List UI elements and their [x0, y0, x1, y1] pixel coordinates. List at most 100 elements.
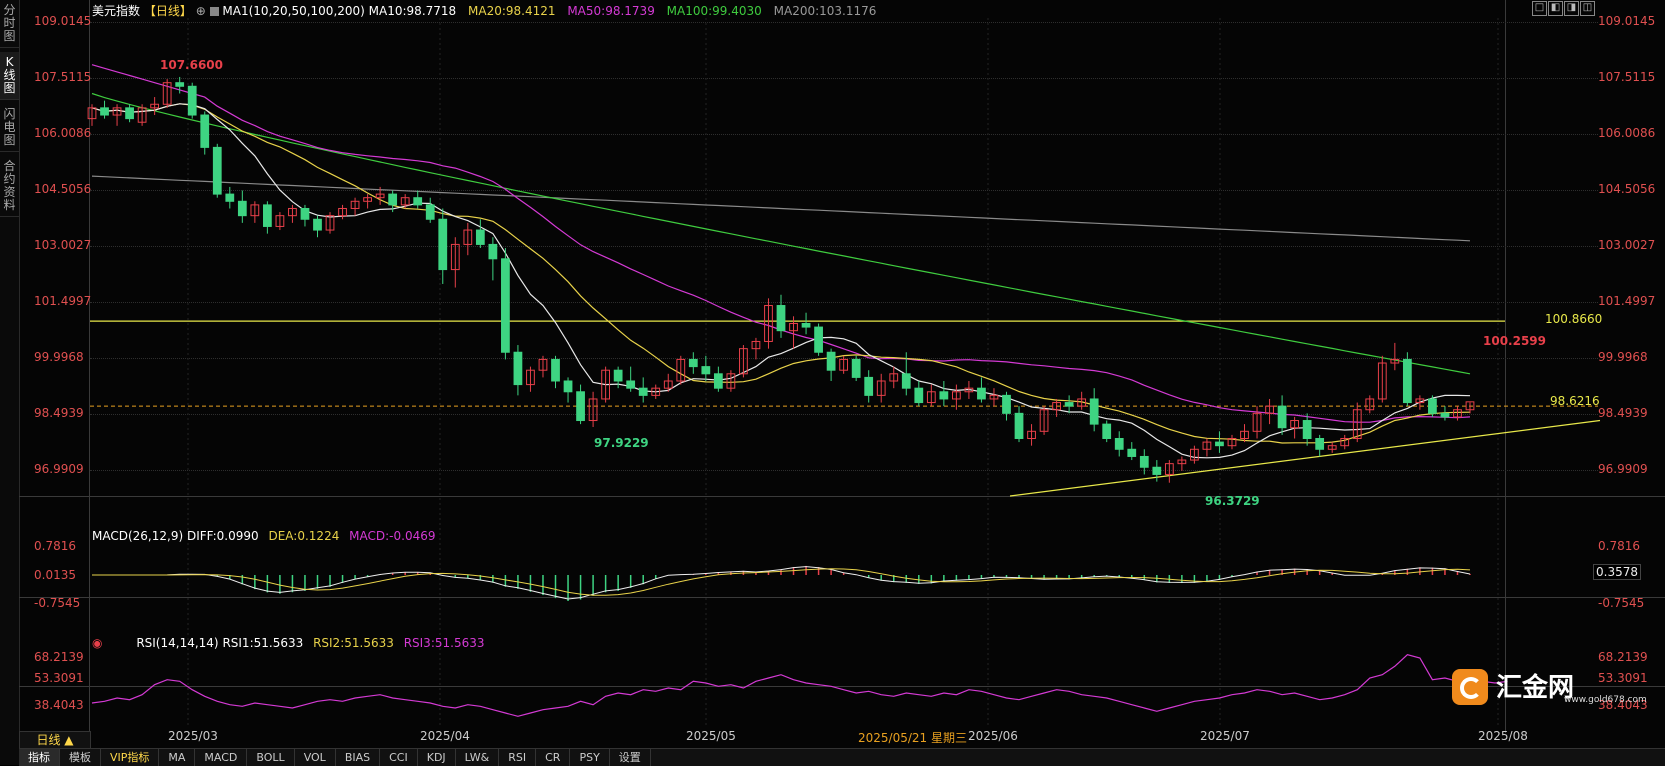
bottom-tab-4[interactable]: MACD: [195, 749, 248, 766]
candle-body: [876, 380, 886, 396]
logo: 汇金网 www.gold678.com: [1452, 667, 1657, 711]
candle-body: [1440, 412, 1450, 418]
candle-body: [651, 387, 661, 396]
candle-body: [338, 207, 347, 217]
candle-body: [450, 243, 460, 271]
candle-body: [1265, 405, 1274, 414]
bottom-tab-6[interactable]: VOL: [295, 749, 336, 766]
price-gridline-7: [90, 414, 1598, 415]
candle-body: [839, 358, 849, 371]
candle-body: [1202, 441, 1212, 450]
price-axis-right-0: 109.0145: [1598, 14, 1656, 28]
window-button-1[interactable]: □: [1532, 1, 1547, 16]
window-button-4[interactable]: ◫: [1580, 1, 1595, 16]
candle-body: [801, 322, 811, 328]
candle-body: [1064, 402, 1074, 407]
candle-body: [1277, 405, 1287, 429]
rsi-axis-right-1: 53.3091: [1598, 671, 1648, 685]
indicator-tab-bar: 指标 模板 VIP指标 MA MACD BOLL VOL BIAS CCI KDJ LW& RSI CR…: [19, 748, 1665, 766]
candle-body: [1402, 358, 1412, 404]
price-gridline-3: [90, 190, 1598, 191]
candle-body: [187, 85, 197, 116]
price-axis-left-2: 106.0086: [34, 126, 92, 140]
bottom-tab-9[interactable]: KDJ: [418, 749, 456, 766]
bottom-tab-11[interactable]: RSI: [499, 749, 537, 766]
tab-timeshare[interactable]: 分时图: [0, 0, 19, 48]
macd-diff: DIFF:0.0990: [186, 529, 259, 543]
candle-body: [1190, 448, 1199, 461]
date-label-mar: 2025/03: [168, 729, 218, 743]
rsi-axis-left-2: 38.4043: [34, 698, 84, 712]
candle-body: [363, 197, 372, 202]
candle-body: [87, 107, 97, 120]
candle-body: [663, 380, 673, 389]
candle-body: [814, 326, 823, 353]
ma200-value: MA200:103.1176: [773, 4, 877, 18]
bottom-tab-8[interactable]: CCI: [380, 749, 418, 766]
candle-body: [1177, 459, 1187, 465]
bottom-tab-0[interactable]: 指标: [19, 749, 60, 766]
candle-body: [626, 380, 636, 389]
ma-label: MA1(10,20,50,100,200): [222, 4, 365, 18]
bottom-tab-5[interactable]: BOLL: [247, 749, 295, 766]
hline-label: 100.8660: [1545, 312, 1603, 326]
candle-body: [901, 373, 911, 389]
candle-body: [989, 394, 999, 400]
macd-diff-line: [92, 566, 1471, 600]
tab-kline[interactable]: K线图: [0, 52, 19, 100]
candle-body: [501, 258, 510, 353]
window-button-2[interactable]: ◧: [1548, 1, 1563, 16]
ma10-line: [91, 103, 1471, 459]
date-label-aug: 2025/08: [1478, 729, 1528, 743]
bottom-tab-1[interactable]: 模板: [60, 749, 101, 766]
date-label-jul: 2025/07: [1200, 729, 1250, 743]
annotation-high-2: 100.2599: [1483, 334, 1547, 348]
window-button-3[interactable]: ◨: [1564, 1, 1579, 16]
left-tab-bar: 分时图 K线图 闪电图 合约资料: [0, 0, 20, 765]
support-trendline: [1009, 419, 1601, 497]
tab-flash[interactable]: 闪电图: [0, 104, 19, 152]
price-axis-left-5: 101.4997: [34, 294, 92, 308]
candle-body: [288, 207, 297, 217]
ma-toggle-icon[interactable]: [209, 7, 219, 16]
candle-body: [413, 197, 423, 206]
candle-body: [1027, 430, 1036, 439]
bottom-tab-7[interactable]: BIAS: [336, 749, 381, 766]
price-axis-left-3: 104.5056: [34, 182, 92, 196]
bottom-tab-3[interactable]: MA: [159, 749, 196, 766]
candle-body: [1227, 437, 1237, 447]
rsi-settings-icon[interactable]: ◉: [92, 636, 103, 650]
period-button[interactable]: 日线 ▲: [19, 731, 91, 749]
candle-body: [162, 82, 172, 105]
candle-body: [262, 204, 272, 227]
candle-body: [200, 114, 210, 148]
candle-body: [400, 197, 410, 206]
bottom-tab-2[interactable]: VIP指标: [101, 749, 160, 766]
candle-body: [1240, 430, 1249, 439]
candle-body: [726, 373, 736, 389]
ma100-value: MA100:99.4030: [666, 4, 762, 18]
candle-body: [137, 107, 147, 123]
ma50-value: MA50:98.1739: [567, 4, 655, 18]
bottom-tab-13[interactable]: PSY: [570, 749, 610, 766]
candle-body: [388, 193, 398, 206]
settings-icon[interactable]: ⊕: [195, 4, 206, 18]
candle-body: [1127, 448, 1137, 457]
right-axis-border: [1505, 0, 1506, 733]
candle-body: [488, 243, 498, 260]
price-axis-right-7: 98.4939: [1598, 406, 1648, 420]
tab-contract-info[interactable]: 合约资料: [0, 156, 19, 217]
rsi-axis-left-0: 68.2139: [34, 650, 84, 664]
bottom-tab-12[interactable]: CR: [536, 749, 571, 766]
candle-body: [939, 391, 949, 400]
candle-body: [1252, 412, 1262, 432]
candle-body: [225, 193, 235, 202]
ma20-line: [91, 103, 1471, 444]
candle-body: [475, 229, 485, 245]
bottom-tab-10[interactable]: LW&: [456, 749, 500, 766]
bottom-tab-14[interactable]: 设置: [610, 749, 651, 766]
candle-body: [1077, 398, 1087, 407]
candle-body: [563, 380, 573, 393]
candle-body: [1453, 409, 1462, 418]
